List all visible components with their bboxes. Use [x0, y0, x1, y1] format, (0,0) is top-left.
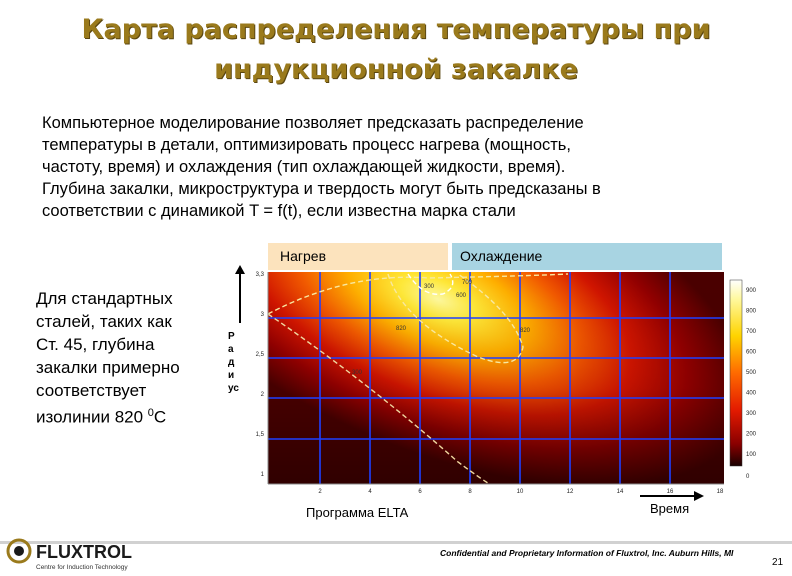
side-line: закалки примерно: [36, 358, 180, 377]
intro-paragraph: Компьютерное моделирование позволяет пре…: [42, 112, 762, 222]
title-line-1: Карта распределения температуры при: [81, 14, 711, 45]
x-ticks: 2 4 6 8 10 12 14 16 18: [318, 489, 724, 495]
intro-line: температуры в детали, оптимизировать про…: [42, 136, 571, 154]
side-line: соответствует: [36, 381, 147, 400]
y-tick-label: 2: [261, 392, 265, 398]
axes-frame: [267, 272, 724, 485]
colorbar-tick-label: 0: [746, 474, 750, 480]
temperature-map: 3,3 3 2,5 2 1,5 1 2 4 6 8 10 12 14 16 18 900 800 700 600…: [256, 272, 757, 495]
side-line: Для стандартных: [36, 289, 173, 308]
x-tick-label: 8: [468, 489, 472, 495]
degree-sup: 0: [147, 407, 154, 419]
map-grid: [268, 272, 724, 484]
x-tick-label: 10: [517, 489, 524, 495]
side-last-suffix: C: [153, 407, 167, 427]
colorbar-tick-label: 700: [746, 329, 757, 335]
contour-inner: [407, 273, 454, 296]
heating-tab: Нагрев: [268, 243, 448, 270]
colorbar: [729, 279, 743, 467]
side-line-last: изолинии 820 0C: [36, 402, 216, 429]
colorbar-tick-label: 200: [746, 432, 757, 438]
side-note: Для стандартных сталей, таких как Ст. 45…: [36, 287, 216, 429]
colorbar-tick-label: 600: [746, 350, 757, 356]
map-shade: [268, 272, 724, 484]
intro-line: Глубина закалки, микроструктура и твердо…: [42, 180, 601, 198]
contour-label: 300: [352, 370, 363, 376]
y-label-letter: ус: [228, 383, 239, 394]
y-tick-label: 2,5: [256, 352, 265, 358]
colorbar-tick-label: 500: [746, 370, 757, 376]
footer-divider: [0, 541, 792, 544]
contour-label: 820: [520, 328, 531, 334]
x-tick-label: 6: [418, 489, 422, 495]
x-tick-label: 4: [368, 489, 372, 495]
y-label-letter: д: [228, 357, 235, 368]
colorbar-tick-label: 300: [746, 411, 757, 417]
side-last-prefix: изолинии 820: [36, 407, 148, 427]
contour-label: 600: [456, 293, 467, 299]
y-tick-label: 3,3: [256, 272, 265, 278]
contour-labels: 300 600 700 820 820 300: [352, 280, 531, 376]
colorbar-tick-label: 800: [746, 309, 757, 315]
colorbar-tick-label: 100: [746, 452, 757, 458]
side-line: сталей, таких как: [36, 312, 172, 331]
y-label-letter: и: [228, 370, 235, 381]
confidential-note: Confidential and Proprietary Information…: [440, 548, 734, 558]
y-tick-label: 1: [261, 472, 265, 478]
contour-600: [267, 313, 491, 485]
contour-label: 700: [462, 280, 473, 286]
intro-line: соответствии с динамикой T = f(t), если …: [42, 202, 516, 220]
colorbar-tick-label: 400: [746, 391, 757, 397]
contour-label: 820: [396, 326, 407, 332]
intro-line: частоту, время) и охлаждения (тип охлажд…: [42, 158, 566, 176]
contour-label: 300: [424, 284, 435, 290]
logo-mark-icon: [6, 538, 32, 564]
colorbar-tick-label: 900: [746, 288, 757, 294]
x-axis-arrow-icon: [640, 491, 704, 501]
contour-lines: [267, 273, 569, 485]
x-tick-label: 16: [667, 489, 674, 495]
logo-text: FLUXTROL: [36, 542, 132, 562]
program-label: Программа ELTA: [306, 505, 409, 520]
side-line: Ст. 45, глубина: [36, 335, 155, 354]
intro-line: Компьютерное моделирование позволяет пре…: [42, 114, 584, 132]
logo-sub: Centre for Induction Technology: [36, 564, 128, 571]
fluxtrol-logo: FLUXTROL Centre for Induction Technology: [6, 538, 132, 571]
slide-title: Карта распределения температуры при инду…: [20, 10, 772, 90]
y-axis-label: Р а д и ус: [228, 330, 250, 395]
colorbar-ticks: 900 800 700 600 500 400 300 200 100 0: [746, 288, 757, 480]
cooling-tab: Охлаждение: [452, 243, 722, 270]
x-tick-label: 14: [617, 489, 624, 495]
time-axis-label: Время: [650, 501, 690, 516]
y-label-letter: а: [228, 344, 234, 355]
x-tick-label: 18: [717, 489, 724, 495]
y-label-letter: Р: [228, 331, 235, 342]
contour-outer: [267, 273, 569, 315]
y-tick-label: 3: [261, 312, 265, 318]
x-tick-label: 2: [318, 489, 322, 495]
contour-820: [387, 273, 524, 364]
y-tick-label: 1,5: [256, 432, 265, 438]
title-line-2: индукционной закалке: [214, 54, 578, 85]
page-number: 21: [772, 557, 784, 568]
x-tick-label: 12: [567, 489, 574, 495]
y-ticks: 3,3 3 2,5 2 1,5 1: [256, 272, 265, 478]
y-axis-arrow-icon: [235, 265, 245, 323]
